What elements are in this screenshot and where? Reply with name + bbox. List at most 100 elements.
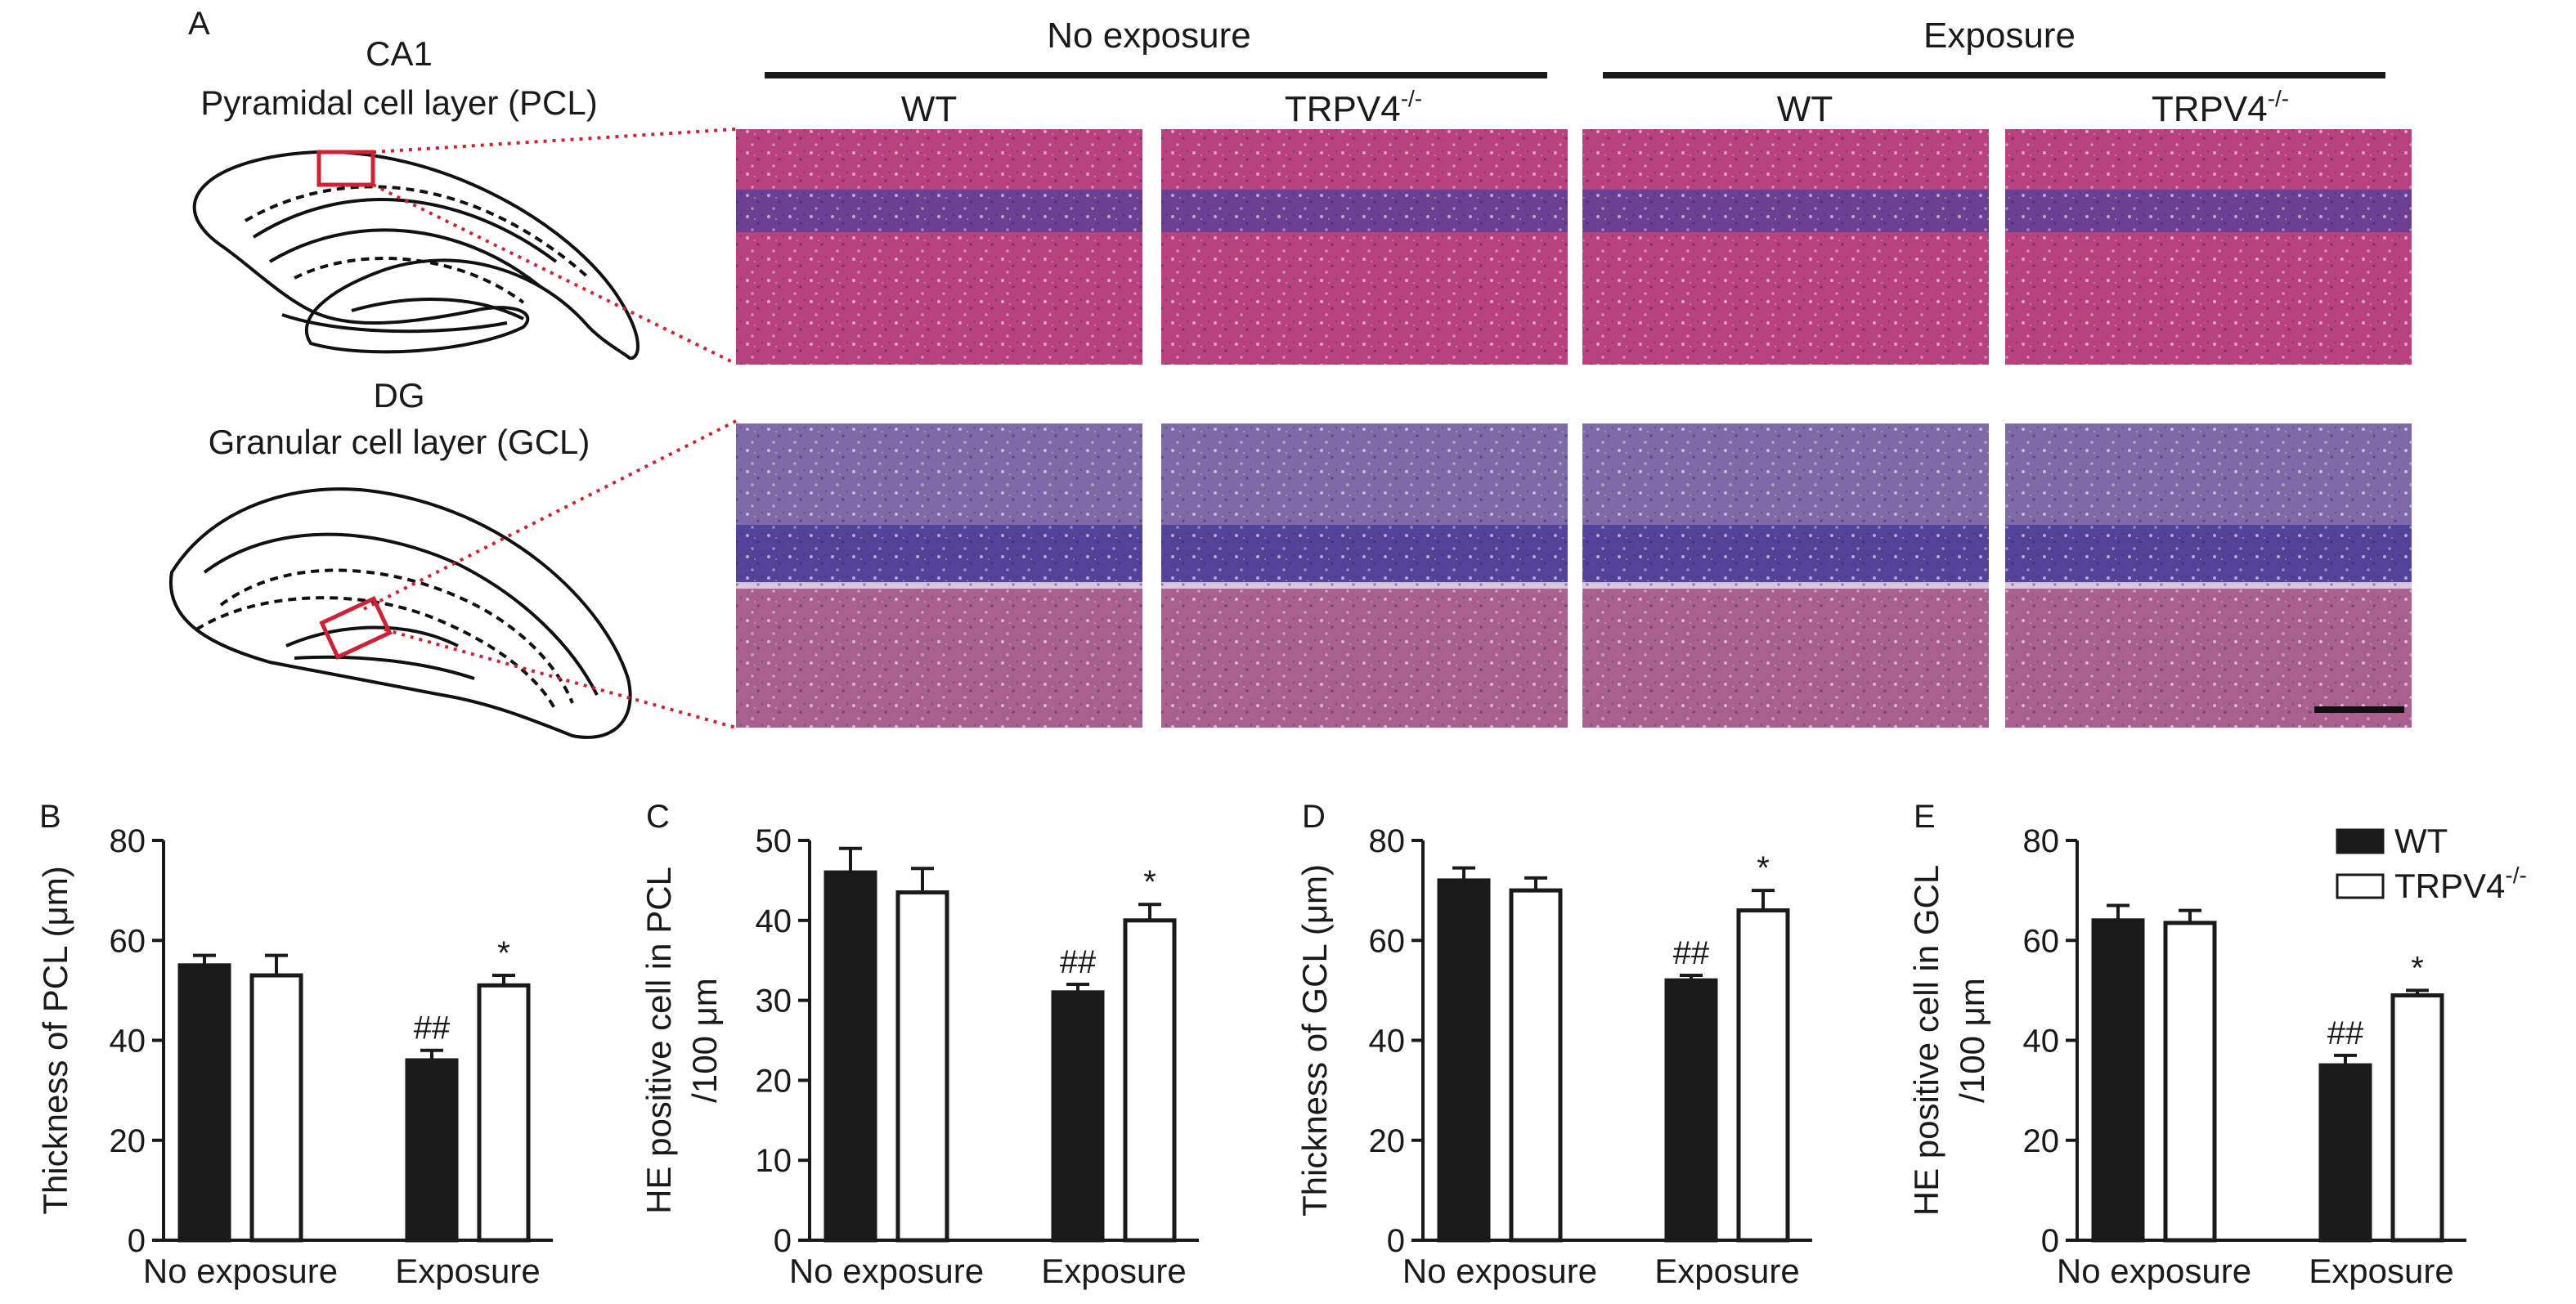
zoom-line-dg-top	[363, 419, 737, 611]
y-tick-label: 40	[1369, 1024, 1406, 1060]
bar-trpv4-exposure	[477, 983, 531, 1243]
hippocampus-schematic-ca1	[192, 150, 640, 361]
significance-mark: ##	[2327, 1015, 2364, 1051]
chart-panel-e: E HE positive cell in GCL/100 μm 0 20 40 60 80…	[1907, 799, 2466, 1290]
bar-trpv4-exposure	[1123, 918, 1177, 1243]
y-tick-label: 0	[774, 1223, 792, 1259]
micrograph-pcl-trpv4-no-exposure	[1161, 129, 1568, 365]
bar-wt-exposure	[2318, 1063, 2372, 1243]
column-label-wt-exposure: WT	[1777, 89, 1833, 129]
y-tick-label: 60	[1369, 923, 1406, 959]
chart-panel-d: D Thickness of GCL (μm) 0 20 40 60 80 No exposu…	[1295, 799, 1812, 1290]
micrograph-pcl-trpv4-exposure	[2005, 129, 2412, 365]
ca1-title: CA1	[366, 34, 433, 73]
y-tick-label: 20	[2023, 1123, 2060, 1159]
y-axis-label-line2: /100 μm	[1953, 978, 1991, 1103]
y-axis-label: Thickness of PCL (μm)	[36, 866, 74, 1214]
ca1-inset-box	[316, 150, 375, 187]
y-tick-label: 10	[756, 1143, 792, 1179]
dg-inset-box	[319, 596, 393, 660]
y-tick-label: 0	[128, 1223, 146, 1259]
dg-title: DG	[374, 376, 425, 415]
y-axis-label-line2: /100 μm	[685, 978, 724, 1103]
y-tick-label: 30	[756, 984, 792, 1019]
legend-label-trpv4: TRPV4-/-	[2394, 863, 2527, 905]
micrograph-gcl-trpv4-no-exposure	[1161, 423, 1568, 728]
bar-trpv4-exposure	[2390, 993, 2444, 1243]
y-tick-label: 60	[110, 923, 146, 959]
micrograph-gcl-trpv4-exposure	[2005, 423, 2412, 728]
x-tick-label: No exposure	[143, 1252, 338, 1290]
column-label-trpv4-exposure: TRPV4-/-	[2152, 86, 2289, 129]
zoom-line-ca1-bottom	[372, 183, 737, 365]
y-axis-label: HE positive cell in GCL	[1907, 865, 1945, 1217]
panel-a: A CA1 Pyramidal cell layer (PCL) DG Gran…	[168, 6, 2412, 739]
x-tick-label: No exposure	[789, 1252, 984, 1290]
significance-mark: ##	[1673, 935, 1710, 971]
y-tick-label: 80	[2023, 823, 2060, 859]
chart-panel-c: C HE positive cell in PCL/100 μm 0 10 20 30 40…	[640, 799, 1199, 1290]
legend-swatch-wt	[2336, 828, 2385, 854]
significance-mark: ##	[1060, 944, 1097, 980]
x-tick-label: Exposure	[1654, 1252, 1799, 1290]
x-tick-label: Exposure	[2309, 1252, 2453, 1290]
bar-wt-exposure	[1051, 990, 1105, 1243]
y-tick-label: 80	[1369, 823, 1406, 859]
legend-swatch-trpv4	[2336, 873, 2385, 899]
y-tick-label: 0	[1387, 1223, 1405, 1259]
y-tick-label: 80	[110, 823, 146, 859]
ca1-subtitle: Pyramidal cell layer (PCL)	[200, 83, 597, 122]
hippocampus-schematic-dg	[168, 487, 632, 739]
panel-letter: D	[1302, 799, 1326, 835]
y-axis-label: Thickness of GCL (μm)	[1295, 864, 1334, 1217]
column-label-wt-no-exposure: WT	[901, 89, 957, 129]
micrograph-gcl-wt-no-exposure	[736, 423, 1142, 728]
zoom-line-ca1-top	[372, 128, 737, 154]
panel-letter: C	[646, 799, 670, 835]
y-tick-label: 20	[756, 1063, 792, 1099]
y-tick-label: 60	[2023, 923, 2060, 959]
significance-mark: *	[1143, 864, 1156, 900]
bar-wt-exposure	[1664, 978, 1718, 1243]
significance-mark: *	[2411, 950, 2424, 986]
bar-trpv4-no-exposure	[895, 890, 949, 1243]
bar-wt-no-exposure	[2091, 918, 2145, 1243]
bar-trpv4-no-exposure	[249, 973, 303, 1243]
dg-subtitle: Granular cell layer (GCL)	[209, 423, 590, 461]
bar-charts: B Thickness of PCL (μm) 0 20 40 60 80 No exposu…	[36, 799, 2466, 1290]
bar-wt-no-exposure	[1437, 878, 1491, 1243]
x-tick-label: No exposure	[2057, 1252, 2251, 1290]
panel-a-letter: A	[188, 6, 210, 42]
x-tick-label: Exposure	[395, 1252, 540, 1290]
bar-wt-exposure	[405, 1058, 459, 1243]
panel-letter: B	[39, 799, 61, 835]
bar-trpv4-no-exposure	[2163, 921, 2217, 1243]
zoom-line-dg-bottom	[384, 628, 737, 729]
legend: WT TRPV4-/-	[2336, 822, 2527, 905]
group-label-no-exposure: No exposure	[1047, 16, 1250, 56]
bar-trpv4-exposure	[1736, 908, 1790, 1243]
y-tick-label: 40	[110, 1024, 146, 1060]
legend-label-wt: WT	[2394, 822, 2448, 860]
y-axis-label: HE positive cell in PCL	[640, 867, 678, 1214]
panel-letter: E	[1914, 799, 1936, 835]
y-tick-label: 40	[756, 903, 792, 939]
y-tick-label: 50	[756, 823, 792, 859]
x-tick-label: Exposure	[1041, 1252, 1186, 1290]
micrograph-grid	[736, 129, 2412, 728]
micrograph-pcl-wt-no-exposure	[736, 129, 1142, 365]
chart-panel-b: B Thickness of PCL (μm) 0 20 40 60 80 No exposu…	[36, 799, 553, 1290]
micrograph-gcl-wt-exposure	[1582, 423, 1989, 728]
significance-mark: ##	[414, 1010, 451, 1046]
y-tick-label: 20	[1369, 1123, 1406, 1159]
bar-trpv4-no-exposure	[1509, 888, 1563, 1243]
column-label-trpv4-no-exposure: TRPV4-/-	[1285, 86, 1422, 129]
y-tick-label: 40	[2023, 1024, 2060, 1060]
significance-mark: *	[497, 935, 510, 971]
significance-mark: *	[1757, 850, 1770, 886]
bar-wt-no-exposure	[177, 963, 231, 1243]
y-tick-label: 0	[2041, 1223, 2059, 1259]
x-tick-label: No exposure	[1402, 1252, 1597, 1290]
micrograph-pcl-wt-exposure	[1582, 129, 1989, 365]
